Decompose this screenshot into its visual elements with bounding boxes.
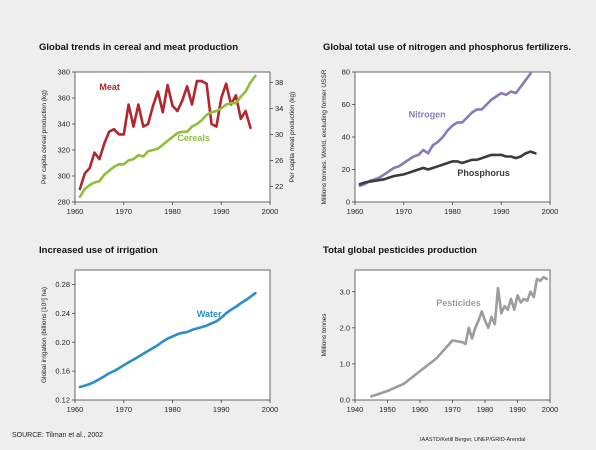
x-tick-label: 1960	[67, 207, 84, 216]
y-tick-label: 2.0	[340, 323, 350, 332]
plot-area	[354, 269, 551, 401]
series-line-pesticides	[369, 275, 549, 398]
x-tick-label: 1960	[347, 207, 364, 216]
x-tick-label: 1990	[493, 207, 510, 216]
y2-tick-label: 30	[275, 130, 283, 139]
x-tick-label: 1960	[412, 405, 429, 414]
x-tick-label: 2000	[262, 207, 279, 216]
series-label-nitrogen: Nitrogen	[409, 110, 446, 120]
x-tick-label: 1940	[347, 405, 364, 414]
y-tick-label: 340	[57, 120, 70, 129]
y2-tick-label: 38	[275, 78, 283, 87]
y-tick-label: 3.0	[340, 287, 350, 296]
series-line-phosphorus	[358, 150, 537, 186]
y-tick-label: 0.24	[55, 309, 70, 318]
y2-axis-label: Per capita meat production (kg)	[289, 92, 296, 183]
series-line-meat	[78, 79, 252, 191]
y-tick-label: 300	[57, 172, 70, 181]
y-tick-label: 20	[342, 165, 350, 174]
x-tick-label: 1980	[477, 405, 494, 414]
series-label-cereals: Cereals	[177, 133, 210, 143]
x-tick-label: 1980	[444, 207, 461, 216]
chart-title-irrigation: Increased use of irrigation	[39, 245, 158, 256]
y-tick-label: 40	[342, 133, 350, 142]
y-tick-label: 280	[57, 198, 70, 207]
y-tick-label: 0	[346, 198, 350, 207]
series-line-nitrogen	[358, 72, 532, 188]
credit-note: IAASTD/Ketill Berger, UNEP/GRID-Arendal	[420, 437, 526, 443]
x-tick-label: 1970	[395, 207, 412, 216]
x-tick-label: 1970	[115, 207, 132, 216]
y-tick-label: 380	[57, 68, 70, 77]
series-label-meat: Meat	[99, 82, 120, 92]
chart-title-fertilizers: Global total use of nitrogen and phospho…	[323, 42, 572, 53]
chart-title-pesticides: Total global pesticides production	[323, 245, 477, 256]
y-tick-label: 0.0	[340, 396, 350, 405]
series-label-water: Water	[197, 309, 222, 319]
y-axis-label: Millions tonnes. World, excluding former…	[321, 69, 328, 204]
y2-tick-label: 34	[275, 104, 283, 113]
y-tick-label: 80	[342, 68, 350, 77]
x-tick-label: 1980	[164, 405, 181, 414]
y-tick-label: 0.28	[55, 280, 70, 289]
x-tick-label: 1970	[444, 405, 461, 414]
series-label-phosphorus: Phosphorus	[457, 168, 510, 178]
y-tick-label: 60	[342, 100, 350, 109]
source-note: SOURCE: Tilman et al., 2002	[12, 432, 104, 439]
y-tick-label: 0.12	[55, 396, 70, 405]
y-tick-label: 360	[57, 94, 70, 103]
y-tick-label: 0.16	[55, 367, 70, 376]
x-tick-label: 2000	[542, 207, 559, 216]
x-tick-label: 1990	[213, 405, 230, 414]
y-axis-label: Per capita cereal production (kg)	[41, 90, 48, 184]
series-label-pesticides: Pesticides	[436, 298, 481, 308]
x-tick-label: 1970	[115, 405, 132, 414]
y-tick-label: 0.20	[55, 338, 70, 347]
x-tick-label: 2000	[262, 405, 279, 414]
x-tick-label: 1990	[509, 405, 526, 414]
x-tick-label: 1990	[213, 207, 230, 216]
plot-area	[354, 71, 551, 203]
x-tick-label: 1980	[164, 207, 181, 216]
series-line-cereals	[78, 74, 257, 199]
x-tick-label: 2000	[542, 405, 559, 414]
y-axis-label: Global irrigation (billions [10⁹] ha)	[41, 287, 48, 383]
series-line-water	[78, 291, 257, 389]
y-tick-label: 320	[57, 146, 70, 155]
y2-tick-label: 26	[275, 156, 283, 165]
x-tick-label: 1960	[67, 405, 84, 414]
y-axis-label: Millions tonnes	[321, 313, 328, 357]
y-tick-label: 1.0	[340, 359, 350, 368]
chart-title-cereal-meat: Global trends in cereal and meat product…	[39, 42, 239, 53]
x-tick-label: 1950	[379, 405, 396, 414]
y2-tick-label: 22	[275, 182, 283, 191]
